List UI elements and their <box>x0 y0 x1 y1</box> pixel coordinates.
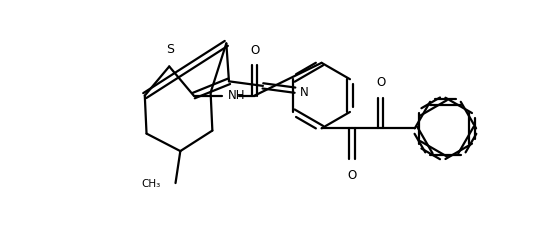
Text: CH₃: CH₃ <box>142 178 161 188</box>
Text: NH: NH <box>227 89 245 102</box>
Text: N: N <box>300 86 309 98</box>
Text: O: O <box>376 76 385 89</box>
Text: O: O <box>348 169 357 182</box>
Text: S: S <box>166 43 174 56</box>
Text: O: O <box>250 44 259 56</box>
